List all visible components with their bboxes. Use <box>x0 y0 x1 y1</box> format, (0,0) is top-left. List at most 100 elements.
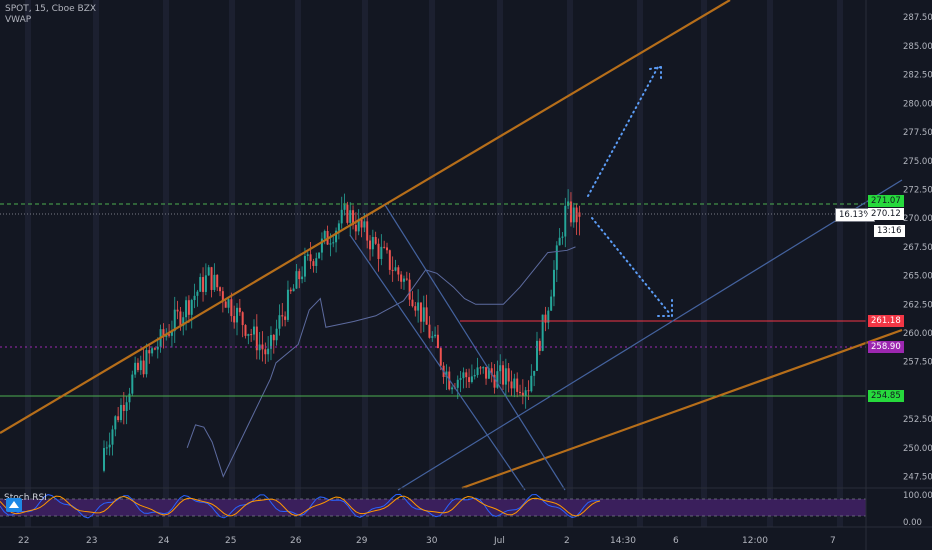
candle <box>519 384 522 396</box>
candle <box>173 296 176 343</box>
candle <box>504 358 507 397</box>
candle <box>289 287 292 294</box>
candle <box>366 213 369 249</box>
countdown-tag: 13:16 <box>874 225 905 237</box>
candle <box>244 324 247 339</box>
candle <box>357 209 360 236</box>
candle <box>139 355 142 375</box>
candle <box>434 326 437 339</box>
candle <box>462 367 465 389</box>
candle <box>136 358 139 373</box>
candle <box>236 303 239 336</box>
candle <box>476 357 479 378</box>
candle <box>552 260 555 307</box>
candle <box>252 319 255 341</box>
candle <box>479 366 482 375</box>
vwap-line <box>186 246 576 478</box>
candle <box>207 264 210 276</box>
high-price-tag: 271.07 <box>868 195 904 207</box>
candle <box>436 325 439 349</box>
candle <box>295 264 298 289</box>
time-label-25: 25 <box>225 536 237 546</box>
candle <box>119 398 122 423</box>
candle <box>286 280 289 323</box>
candle <box>168 323 171 338</box>
candle <box>524 386 527 409</box>
candle <box>369 235 372 261</box>
candle <box>199 273 202 293</box>
price-tick-label: 277.50 <box>903 128 932 138</box>
price-tick-label: 260.00 <box>903 329 932 339</box>
price-tick-label: 257.50 <box>903 358 932 368</box>
candle <box>318 252 321 260</box>
price-tick-label: 267.50 <box>903 243 932 253</box>
candle <box>247 333 250 345</box>
osc-level-100: 100.00 <box>903 491 932 501</box>
candle <box>125 396 128 425</box>
candle <box>371 229 374 257</box>
time-label-1430: 14:30 <box>610 536 636 546</box>
last-price-tag: 270.12 <box>868 208 904 220</box>
time-label-22: 22 <box>18 536 30 546</box>
support-tag: 254.85 <box>868 390 904 402</box>
candle <box>320 232 323 261</box>
candle <box>352 205 355 230</box>
logo-icon <box>6 498 22 512</box>
candle <box>145 343 148 378</box>
symbol-legend[interactable]: SPOT, 15, Cboe BZX <box>5 4 97 14</box>
candle <box>267 336 270 362</box>
blue-rising-trendline <box>397 179 903 491</box>
candle <box>541 314 544 352</box>
candle <box>269 326 272 361</box>
blue-channel-top <box>384 204 566 491</box>
price-tick-label: 275.00 <box>903 157 932 167</box>
candle <box>465 368 468 388</box>
candle <box>408 272 411 307</box>
candle <box>425 294 428 325</box>
vwap-legend[interactable]: VWAP <box>5 15 32 25</box>
candle <box>417 289 420 323</box>
candle <box>255 314 258 360</box>
candle <box>383 240 386 249</box>
candle <box>230 292 233 322</box>
candle <box>499 354 502 384</box>
candle <box>176 300 179 320</box>
candle <box>411 291 414 308</box>
candle <box>219 286 222 297</box>
candle <box>315 252 318 273</box>
candle <box>196 289 199 307</box>
price-tick-label: 282.50 <box>903 71 932 81</box>
candle <box>496 360 499 389</box>
candle <box>151 346 154 357</box>
stoch-rsi-label[interactable]: Stoch RSI <box>4 493 47 503</box>
candle <box>131 370 134 397</box>
candle <box>354 212 357 240</box>
candle <box>516 372 519 398</box>
candle <box>490 362 493 383</box>
price-tick-label: 272.50 <box>903 185 932 195</box>
candle <box>292 284 295 292</box>
candle <box>202 267 205 302</box>
candle <box>422 295 425 333</box>
candle <box>547 307 550 330</box>
candle <box>445 364 448 390</box>
candle <box>527 380 530 400</box>
candle <box>103 440 105 473</box>
candle <box>513 373 516 398</box>
candle <box>122 392 125 425</box>
candle <box>456 375 459 400</box>
candle <box>530 364 533 393</box>
candle <box>459 371 462 393</box>
price-tick-label: 252.50 <box>903 415 932 425</box>
candle <box>134 356 137 378</box>
price-tick-label: 262.50 <box>903 300 932 310</box>
candle <box>128 387 131 410</box>
candle <box>572 202 575 228</box>
price-axis: 287.50 285.00 282.50 280.00 277.50 275.00 272.… <box>903 13 932 482</box>
candle <box>575 203 578 235</box>
candle <box>278 304 281 336</box>
candle <box>114 415 117 437</box>
oscillator-pane <box>0 487 932 528</box>
